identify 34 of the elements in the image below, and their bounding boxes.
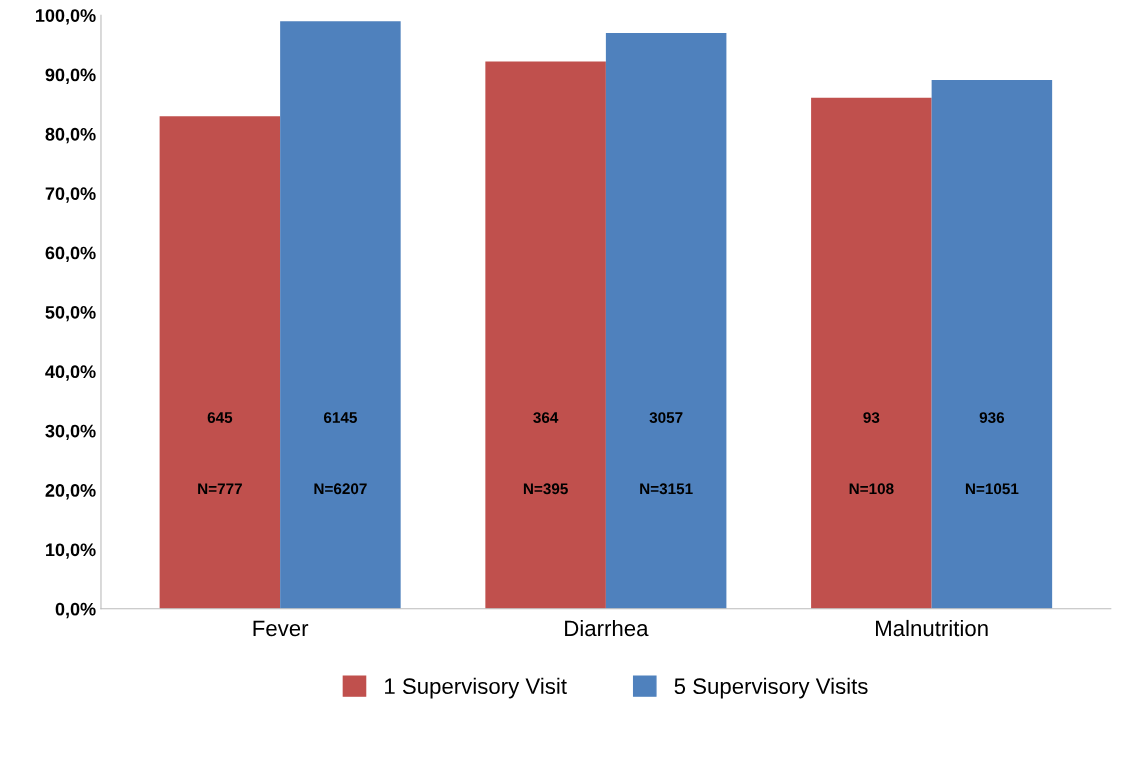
annotation: N=1051 (965, 483, 1019, 495)
annotation: N=6207 (314, 483, 367, 495)
bar (485, 61, 606, 609)
y-tick-label: 70,0% (45, 187, 96, 203)
x-tick-label: Diarrhea (565, 619, 649, 637)
annotation: N=777 (198, 483, 242, 495)
annotation: N=108 (849, 483, 894, 495)
annotation: 3057 (649, 412, 683, 423)
annotation: 936 (979, 412, 1005, 423)
y-tick-label: 40,0% (45, 365, 96, 381)
legend-label: 5 Supervisory Visits (674, 677, 868, 699)
bar (605, 33, 727, 609)
y-tick-label: 100,0% (36, 9, 96, 25)
annotation: 645 (207, 412, 233, 423)
annotation: N=395 (523, 483, 568, 495)
annotation: 6145 (323, 412, 357, 423)
x-tick-label: Fever (253, 620, 309, 637)
y-tick-label: 10,0% (46, 543, 96, 559)
y-tick-label: 50,0% (45, 305, 96, 322)
bar (159, 116, 281, 609)
bar (280, 21, 401, 609)
y-tick-label: 0,0% (55, 602, 96, 619)
y-tick-label: 80,0% (45, 127, 96, 144)
annotation: 93 (863, 412, 880, 423)
y-tick-label: 90,0% (45, 68, 96, 84)
y-tick-label: 30,0% (45, 424, 96, 441)
annotation: N=3151 (640, 483, 693, 495)
bar (811, 97, 932, 609)
bar (931, 79, 1053, 609)
y-tick-label: 20,0% (45, 484, 96, 500)
x-tick-label: Malnutrition (876, 619, 988, 637)
y-tick-label: 60,0% (45, 246, 96, 262)
legend-label: 1 Supervisory Visit (385, 677, 567, 699)
annotation: 364 (533, 412, 559, 423)
